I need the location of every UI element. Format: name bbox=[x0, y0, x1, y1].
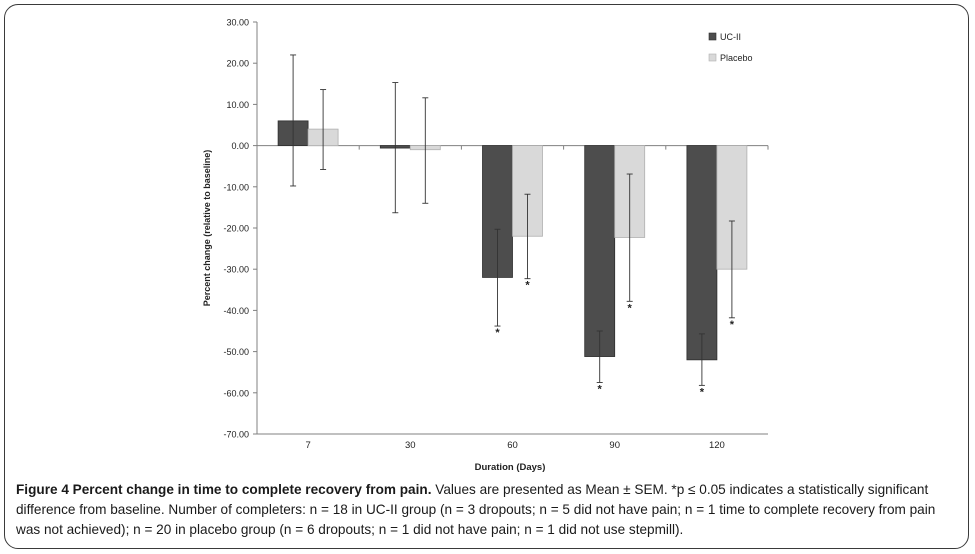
significance-marker: * bbox=[628, 302, 633, 314]
x-tick-label: 90 bbox=[609, 440, 620, 451]
x-tick-label: 30 bbox=[405, 440, 416, 451]
y-tick-label: -40.00 bbox=[223, 306, 249, 316]
y-tick-label: -10.00 bbox=[223, 182, 249, 192]
significance-marker: * bbox=[598, 384, 603, 396]
significance-marker: * bbox=[730, 319, 735, 331]
y-tick-label: 10.00 bbox=[226, 100, 249, 110]
y-tick-label: -20.00 bbox=[223, 224, 249, 234]
caption-text: Values are presented as Mean ± SEM. *p ≤… bbox=[16, 482, 936, 537]
significance-marker: * bbox=[495, 327, 500, 339]
y-tick-label: 0.00 bbox=[231, 141, 249, 151]
chart-bars bbox=[277, 120, 748, 361]
legend-label-placebo: Placebo bbox=[720, 53, 753, 63]
bar-chart: 30.00 20.00 10.00 0.00 -10.00 -20.00 -30.00 -40… bbox=[202, 18, 769, 474]
chart-legend: UC-II Placebo bbox=[708, 32, 753, 63]
x-tick-label: 120 bbox=[709, 440, 725, 451]
chart-error-bars bbox=[290, 54, 735, 386]
legend-label-uc-ii: UC-II bbox=[720, 32, 741, 42]
legend-swatch-uc-ii bbox=[708, 32, 717, 41]
bar-uc-ii-90 bbox=[584, 145, 616, 357]
y-axis-label: Percent change (relative to baseline) bbox=[202, 150, 212, 307]
y-tick-label: -30.00 bbox=[223, 265, 249, 275]
figure-caption: Figure 4 Percent change in time to compl… bbox=[16, 480, 956, 540]
x-tick-label: 7 bbox=[305, 440, 310, 451]
significance-marker: * bbox=[525, 280, 530, 292]
y-tick-label: 30.00 bbox=[226, 18, 249, 28]
x-axis-label: Duration (Days) bbox=[475, 462, 546, 473]
caption-title: Figure 4 Percent change in time to compl… bbox=[16, 482, 432, 497]
significance-marker: * bbox=[700, 386, 705, 398]
y-tick-label: 20.00 bbox=[226, 59, 249, 69]
y-tick-label: -50.00 bbox=[223, 347, 249, 357]
bar-uc-ii-120 bbox=[686, 145, 718, 361]
legend-swatch-placebo bbox=[708, 53, 717, 62]
y-tick-label: -60.00 bbox=[223, 388, 249, 398]
x-tick-label: 60 bbox=[507, 440, 518, 451]
y-tick-label: -70.00 bbox=[223, 430, 249, 440]
chart-labels: 30.00 20.00 10.00 0.00 -10.00 -20.00 -30.00 -40… bbox=[202, 18, 735, 474]
